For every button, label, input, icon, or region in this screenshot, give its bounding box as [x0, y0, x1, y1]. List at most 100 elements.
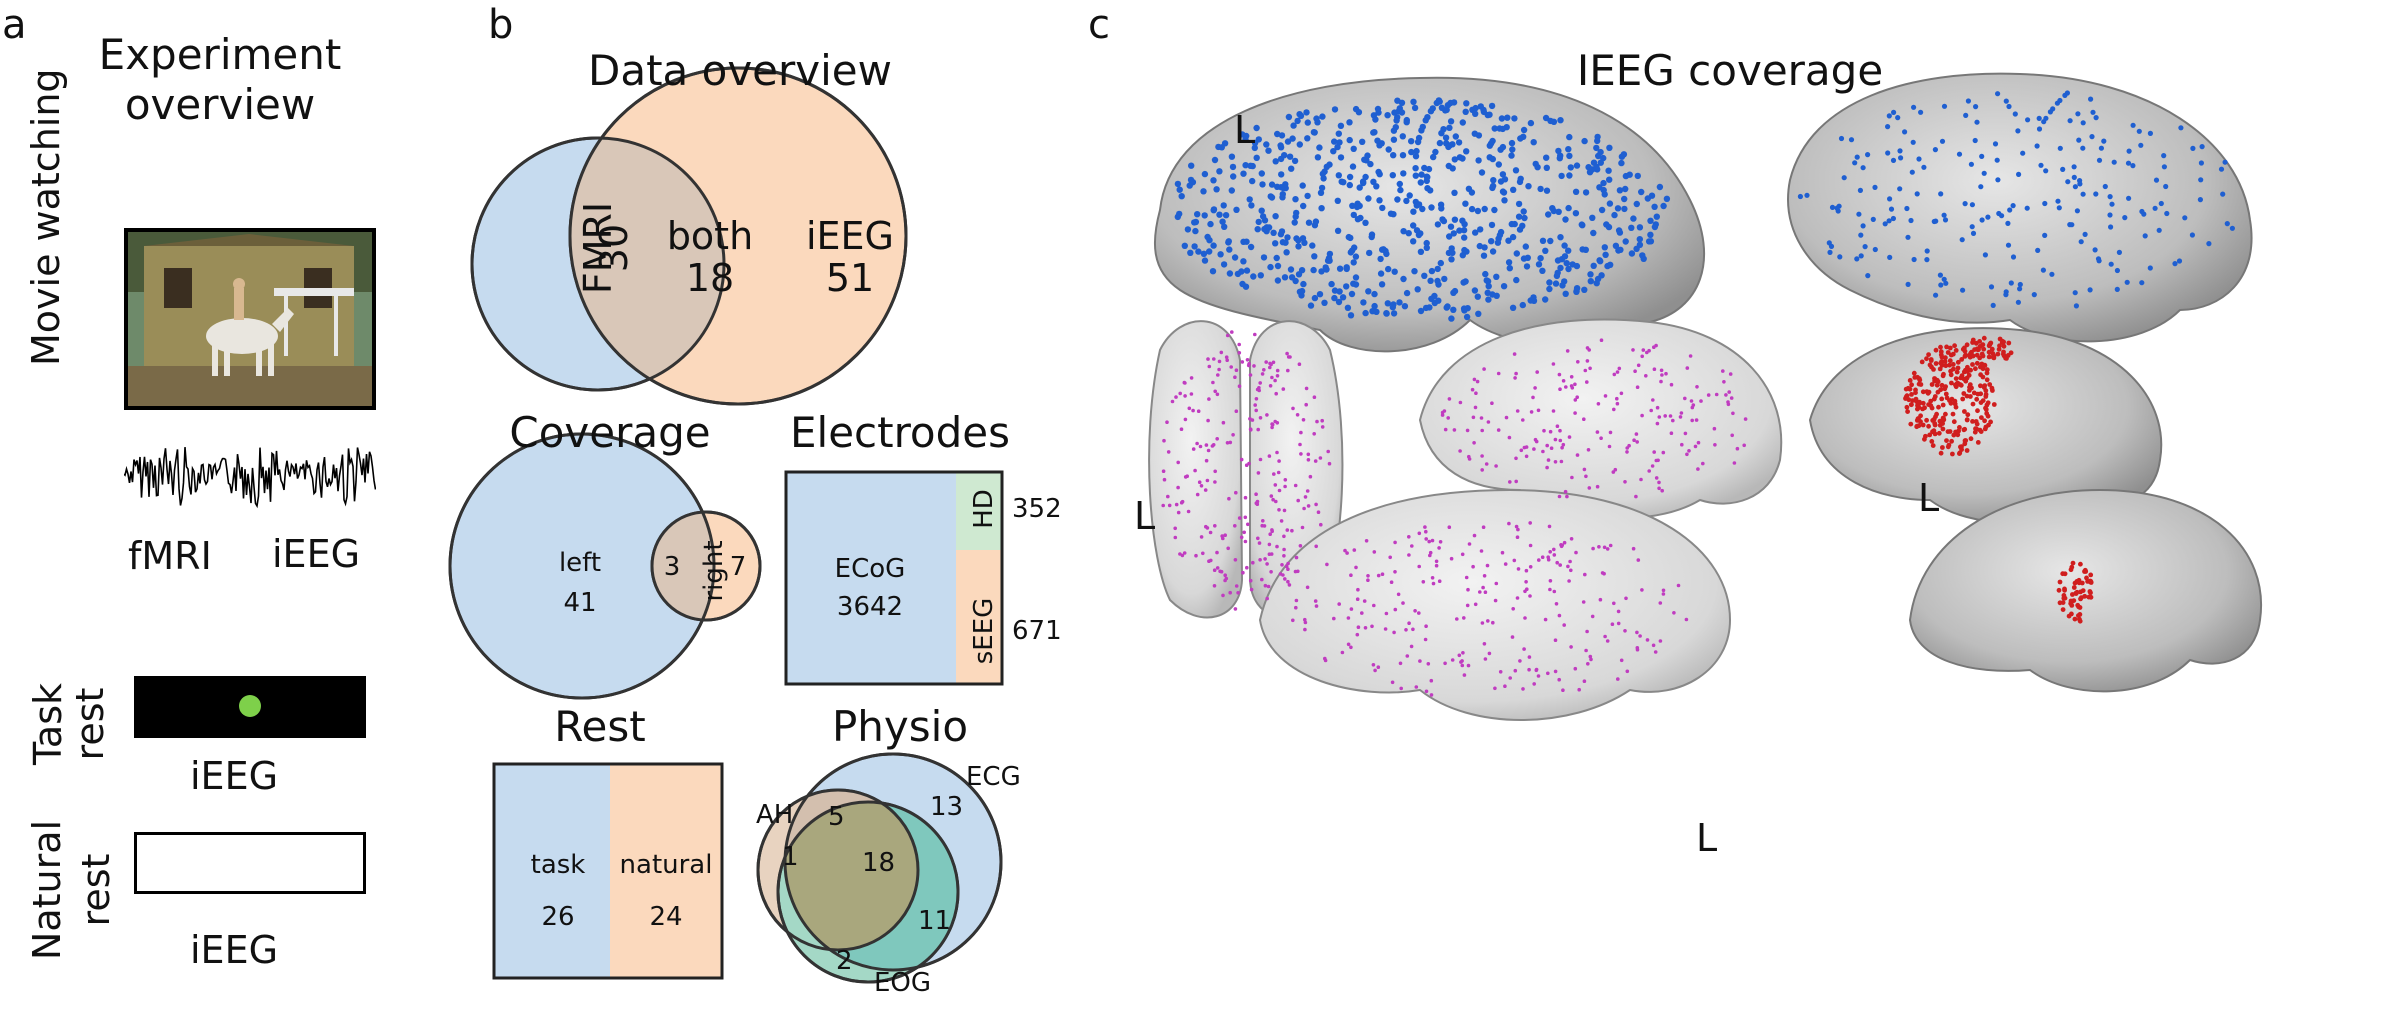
electrode-dot: [1854, 256, 1860, 262]
electrode-dot: [1162, 438, 1166, 443]
electrode-dot: [1340, 650, 1345, 655]
electrode-dot: [1390, 136, 1398, 143]
electrode-dot: [1587, 278, 1594, 285]
electrode-dot: [1661, 588, 1666, 593]
electrode-dot: [1600, 571, 1605, 575]
electrode-dot: [1356, 184, 1363, 191]
electrode-dot: [1279, 519, 1284, 523]
electrode-dot: [1472, 229, 1479, 236]
electrode-dot: [1563, 260, 1570, 267]
electrode-dot: [1204, 458, 1209, 463]
electrode-dot: [1905, 409, 1910, 414]
hemisphere-l-label-3: L: [1696, 816, 1718, 860]
electrode-dot: [1359, 138, 1366, 145]
electrode-dot: [1376, 197, 1383, 204]
audio-waveform: [124, 447, 376, 509]
electrode-dot: [1431, 581, 1436, 586]
electrode-dot: [1586, 448, 1591, 452]
electrode-dot: [1337, 122, 1345, 129]
electrode-dot: [1552, 589, 1557, 594]
electrode-dot: [1423, 244, 1430, 251]
electrode-dot: [1352, 548, 1357, 552]
electrode-dot: [1493, 686, 1497, 691]
electrode-dot: [1428, 550, 1433, 555]
electrode-dot: [2206, 241, 2212, 247]
electrode-dot: [1507, 435, 1512, 440]
electrode-dot: [1919, 359, 1925, 365]
electrode-dot: [2222, 159, 2228, 165]
electrode-dot: [1944, 395, 1950, 401]
electrode-dot: [1625, 669, 1630, 674]
electrode-dot: [1196, 409, 1201, 414]
electrode-dot: [1419, 205, 1426, 213]
electrode-dot: [1985, 214, 1991, 220]
electrode-dot: [1212, 584, 1217, 588]
electrode-dot: [1470, 387, 1475, 392]
electrode-dot: [1335, 172, 1342, 179]
electrode-dot: [1410, 208, 1417, 215]
electrode-dot: [1255, 387, 1260, 392]
electrode-dot: [1938, 349, 1944, 355]
electrode-dot: [1389, 304, 1396, 311]
electrode-dot: [1327, 461, 1332, 466]
electrode-dot: [1480, 621, 1485, 625]
electrode-dot: [1318, 184, 1326, 192]
electrode-dot: [1463, 100, 1470, 107]
electrode-dot: [1653, 650, 1658, 654]
electrode-dot: [1294, 598, 1299, 603]
electrode-dot: [1461, 246, 1468, 254]
electrode-dot: [1636, 236, 1643, 243]
electrode-dot: [1269, 362, 1273, 367]
physio-title: Physio: [831, 702, 969, 751]
electrode-dot: [1486, 420, 1491, 424]
electrode-dot: [1344, 304, 1352, 311]
electrode-dot: [1312, 395, 1317, 400]
electrode-dot: [1947, 345, 1953, 351]
electrode-dot: [1257, 272, 1264, 279]
electrode-dot: [1206, 248, 1213, 255]
electrode-dot: [1987, 382, 1993, 387]
electrode-dot: [1482, 574, 1487, 578]
electrode-dot: [1474, 207, 1482, 215]
ieeg-label: iEEG: [805, 214, 895, 258]
electrode-dot: [1211, 380, 1215, 385]
electrode-dot: [1161, 503, 1165, 508]
electrode-dot: [2043, 168, 2049, 174]
electrode-dot: [1207, 397, 1211, 401]
electrode-dot: [1549, 446, 1554, 451]
electrode-dot: [1419, 123, 1426, 131]
electrode-dot: [1601, 244, 1608, 251]
electrode-dot: [2050, 106, 2056, 112]
electrode-dot: [1243, 515, 1248, 520]
electrode-dot: [1920, 389, 1926, 395]
electrode-dot: [1553, 272, 1561, 280]
electrode-dot: [2111, 159, 2117, 165]
electrode-dot: [1596, 402, 1601, 406]
electrode-dot: [1555, 424, 1560, 429]
electrode-dot: [1503, 562, 1508, 566]
electrode-dot: [1228, 590, 1232, 595]
electrode-dot: [2038, 162, 2044, 168]
electrode-dot: [1612, 601, 1616, 606]
electrode-dot: [1905, 385, 1911, 391]
electrode-dot: [1939, 354, 1945, 360]
electrode-dot: [1914, 423, 1920, 429]
electrode-dot: [1286, 153, 1294, 160]
electrode-dot: [1471, 415, 1476, 420]
electrode-dot: [1396, 592, 1401, 597]
electrode-dot: [1459, 119, 1466, 126]
electrode-dot: [1459, 252, 1466, 259]
electrode-dot: [1438, 540, 1443, 544]
electrode-dot: [1191, 447, 1196, 451]
electrode-dot: [1170, 399, 1175, 404]
electrode-dot: [1352, 281, 1360, 288]
electrode-dot: [2164, 210, 2170, 217]
electrode-dot: [2138, 142, 2144, 148]
electrode-dot: [1975, 347, 1981, 353]
electrode-dot: [1373, 668, 1377, 673]
electrode-dot: [1581, 600, 1586, 604]
electrode-dot: [1485, 563, 1490, 568]
electrode-dot: [1310, 129, 1318, 136]
electrode-dot: [1636, 224, 1644, 231]
electrode-dot: [2087, 578, 2093, 584]
